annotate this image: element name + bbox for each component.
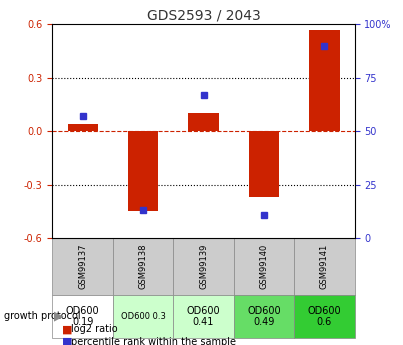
Text: OD600
0.41: OD600 0.41 — [187, 306, 220, 327]
FancyBboxPatch shape — [234, 238, 294, 295]
FancyBboxPatch shape — [294, 238, 355, 295]
FancyBboxPatch shape — [234, 295, 294, 338]
Text: ■: ■ — [62, 325, 73, 334]
Bar — [68, 124, 98, 131]
FancyBboxPatch shape — [52, 238, 113, 295]
Text: growth protocol: growth protocol — [4, 311, 81, 321]
Bar — [189, 114, 219, 131]
Text: OD600
0.19: OD600 0.19 — [66, 306, 100, 327]
Text: percentile rank within the sample: percentile rank within the sample — [71, 337, 235, 345]
FancyBboxPatch shape — [52, 295, 113, 338]
Text: ■: ■ — [62, 337, 73, 345]
Bar — [310, 30, 339, 131]
Text: GSM99137: GSM99137 — [78, 244, 87, 289]
FancyBboxPatch shape — [294, 295, 355, 338]
Bar — [249, 131, 279, 197]
Text: OD600 0.3: OD600 0.3 — [120, 312, 166, 321]
Text: log2 ratio: log2 ratio — [71, 325, 117, 334]
FancyBboxPatch shape — [173, 238, 234, 295]
Text: GSM99138: GSM99138 — [139, 244, 147, 289]
FancyBboxPatch shape — [113, 295, 173, 338]
FancyBboxPatch shape — [173, 295, 234, 338]
FancyBboxPatch shape — [113, 238, 173, 295]
Text: GSM99141: GSM99141 — [320, 244, 329, 289]
Text: OD600
0.49: OD600 0.49 — [247, 306, 281, 327]
Text: OD600
0.6: OD600 0.6 — [307, 306, 341, 327]
Title: GDS2593 / 2043: GDS2593 / 2043 — [147, 9, 260, 23]
Text: ▶: ▶ — [54, 309, 64, 322]
Text: GSM99139: GSM99139 — [199, 244, 208, 289]
Text: GSM99140: GSM99140 — [260, 244, 268, 289]
Bar — [128, 131, 158, 211]
